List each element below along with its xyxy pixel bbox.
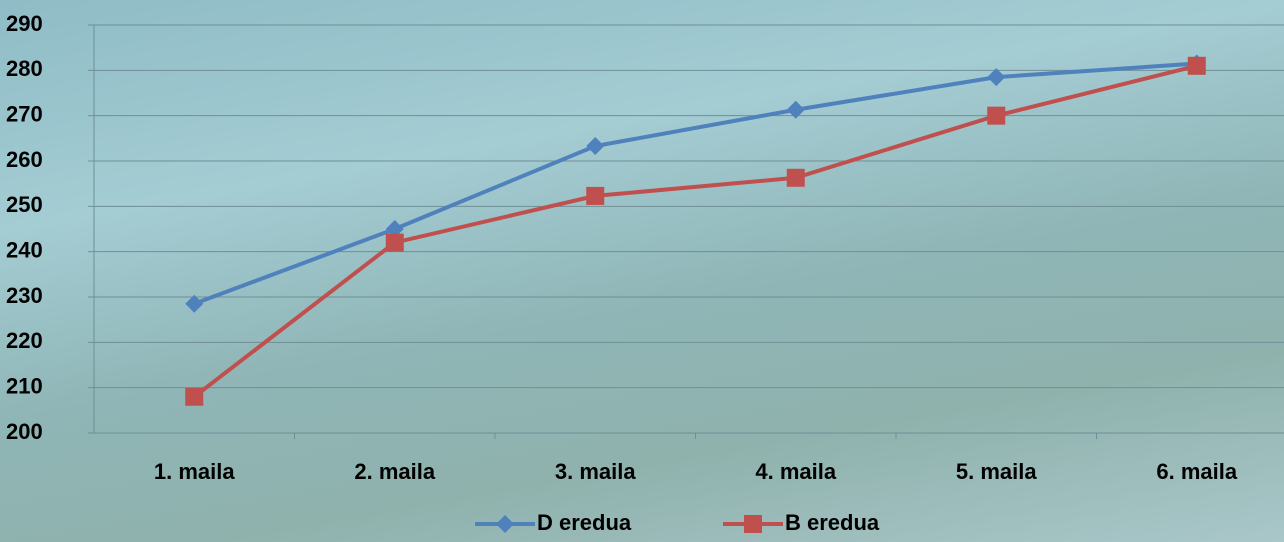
legend-label: B eredua (785, 510, 880, 535)
x-tick-label: 4. maila (755, 459, 836, 484)
series-line (193, 63, 1198, 399)
x-tick-label: 3. maila (555, 459, 636, 484)
x-tick-label: 1. maila (154, 459, 235, 484)
series-line (193, 61, 1197, 306)
marker (185, 387, 204, 406)
marker (786, 100, 805, 119)
marker (185, 294, 204, 313)
marker (586, 186, 605, 205)
y-tick-label: 290 (6, 11, 43, 36)
y-tick-label: 220 (6, 328, 43, 353)
x-tick-label: 6. maila (1156, 459, 1237, 484)
marker (744, 515, 762, 533)
y-tick-label: 260 (6, 147, 43, 172)
y-tick-label: 200 (6, 419, 43, 444)
marker (987, 68, 1006, 87)
y-tick-label: 250 (6, 192, 43, 217)
legend-label: D eredua (537, 510, 632, 535)
marker (385, 233, 404, 252)
marker (1187, 56, 1206, 75)
marker (496, 515, 514, 533)
marker (786, 168, 805, 187)
y-tick-label: 240 (6, 237, 43, 262)
marker (385, 220, 404, 238)
y-tick-label: 270 (6, 101, 43, 126)
y-tick-label: 230 (6, 283, 43, 308)
x-tick-label: 5. maila (956, 459, 1037, 484)
x-tick-label: 2. maila (354, 459, 435, 484)
marker (586, 137, 605, 156)
y-tick-label: 210 (6, 373, 43, 398)
marker (987, 106, 1006, 125)
y-tick-label: 280 (6, 56, 43, 81)
